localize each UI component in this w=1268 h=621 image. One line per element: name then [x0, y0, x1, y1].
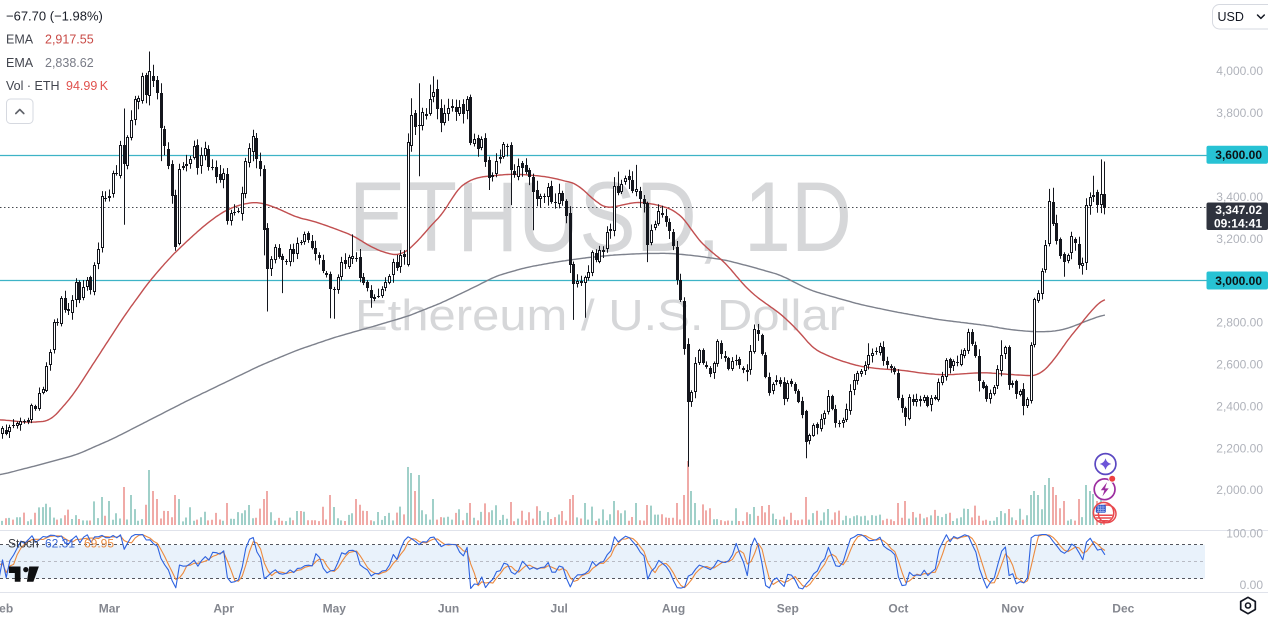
svg-text:3,200.00: 3,200.00 — [1216, 232, 1263, 246]
svg-text:Feb: Feb — [0, 602, 13, 616]
svg-text:−67.70 (−1.98%): −67.70 (−1.98%) — [6, 9, 103, 24]
svg-text:09:14:41: 09:14:41 — [1214, 216, 1262, 230]
svg-text:Apr: Apr — [213, 602, 234, 616]
svg-text:3,600.00: 3,600.00 — [1215, 148, 1262, 162]
svg-text:Ethereum / U.S. Dollar: Ethereum / U.S. Dollar — [355, 291, 845, 340]
svg-text:100.00: 100.00 — [1226, 527, 1263, 541]
svg-text:Stoch: Stoch — [8, 537, 39, 551]
svg-text:2,000.00: 2,000.00 — [1216, 483, 1263, 497]
svg-text:EMA: EMA — [6, 33, 34, 47]
svg-text:Jun: Jun — [438, 602, 459, 616]
svg-text:Mar: Mar — [99, 602, 121, 616]
svg-text:May: May — [323, 602, 347, 616]
svg-text:2,400.00: 2,400.00 — [1216, 399, 1263, 413]
svg-text:0.00: 0.00 — [1240, 578, 1264, 592]
svg-text:Aug: Aug — [662, 602, 685, 616]
svg-text:3,000.00: 3,000.00 — [1215, 274, 1262, 288]
svg-text:Jul: Jul — [551, 602, 568, 616]
svg-text:2,917.55: 2,917.55 — [45, 33, 94, 47]
svg-text:Oct: Oct — [888, 602, 908, 616]
svg-text:Nov: Nov — [1001, 602, 1024, 616]
svg-text:2,200.00: 2,200.00 — [1216, 441, 1263, 455]
svg-text:Dec: Dec — [1112, 602, 1134, 616]
svg-text:3,347.02: 3,347.02 — [1215, 203, 1262, 217]
svg-text:2,838.62: 2,838.62 — [45, 56, 94, 70]
svg-text:69.95: 69.95 — [84, 537, 114, 551]
svg-text:2,800.00: 2,800.00 — [1216, 316, 1263, 330]
svg-text:94.99 K: 94.99 K — [66, 79, 109, 93]
svg-text:2,600.00: 2,600.00 — [1216, 358, 1263, 372]
svg-text:3,400.00: 3,400.00 — [1216, 190, 1263, 204]
svg-text:USD: USD — [1218, 10, 1244, 24]
svg-text:EMA: EMA — [6, 56, 34, 70]
svg-text:Vol · ETH: Vol · ETH — [6, 79, 60, 93]
svg-text:4,000.00: 4,000.00 — [1216, 64, 1263, 78]
svg-text:3,800.00: 3,800.00 — [1216, 106, 1263, 120]
svg-text:Sep: Sep — [777, 602, 799, 616]
svg-text:62.31: 62.31 — [45, 537, 75, 551]
